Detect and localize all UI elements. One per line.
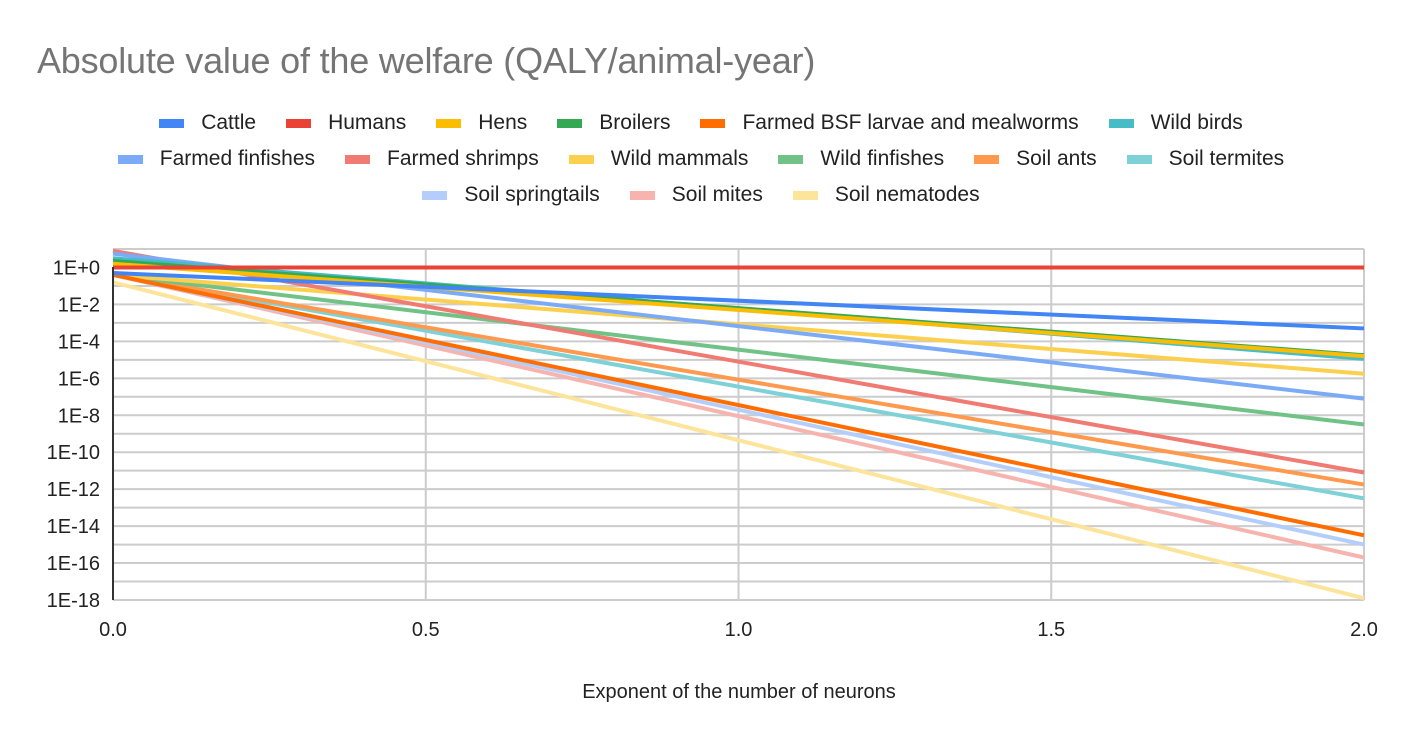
legend-item[interactable]: Humans <box>286 111 406 135</box>
y-tick-label: 1E-10 <box>47 442 100 464</box>
chart-title: Absolute value of the welfare (QALY/anim… <box>37 40 816 81</box>
legend-swatch-icon <box>568 154 594 164</box>
y-tick-label: 1E-6 <box>58 368 100 390</box>
legend-item[interactable]: Broilers <box>557 111 670 135</box>
legend-swatch-icon <box>422 190 448 200</box>
legend-swatch-icon <box>629 190 655 200</box>
y-tick-label: 1E+0 <box>53 257 100 279</box>
x-tick-label: 2.0 <box>1350 619 1378 641</box>
y-tick-label: 1E-14 <box>47 516 100 538</box>
legend-row: Cattle Humans Hens Broilers Farmed BSF larva… <box>0 111 1402 135</box>
legend-row: Soil springtails Soil mites Soil nematodes <box>0 183 1402 207</box>
legend-label: Soil nematodes <box>834 183 980 206</box>
series-line-farmed-bsf-larvae-and-mealworms <box>112 272 1365 538</box>
series-line-wild-finfishes <box>112 272 1365 427</box>
y-tick-label: 1E-16 <box>47 553 100 575</box>
series-lines <box>112 248 1365 601</box>
legend-label: Cattle <box>201 111 257 134</box>
legend-item[interactable]: Soil nematodes <box>792 183 980 207</box>
legend-item[interactable]: Farmed BSF larvae and mealworms <box>700 111 1079 135</box>
legend-label: Farmed finfishes <box>159 147 316 170</box>
legend-swatch-icon <box>792 190 818 200</box>
legend-item[interactable]: Hens <box>436 111 527 135</box>
legend-label: Broilers <box>599 111 671 134</box>
legend-item[interactable]: Wild birds <box>1108 111 1243 135</box>
legend-label: Farmed BSF larvae and mealworms <box>742 111 1079 134</box>
y-tick-label: 1E-4 <box>58 331 100 353</box>
legend-label: Wild birds <box>1150 111 1243 134</box>
legend-swatch-icon <box>557 118 583 128</box>
legend-row: Farmed finfishes Farmed shrimps Wild mamma… <box>0 147 1402 171</box>
series-line-cattle <box>112 271 1365 331</box>
legend-item[interactable]: Soil termites <box>1126 147 1285 171</box>
series-line-soil-nematodes <box>112 280 1365 601</box>
legend-item[interactable]: Wild finfishes <box>778 147 944 171</box>
series-line-hens <box>112 261 1365 359</box>
y-tick-label: 1E-12 <box>47 479 100 501</box>
legend-label: Wild mammals <box>610 147 749 170</box>
legend-item[interactable]: Wild mammals <box>568 147 749 171</box>
legend-swatch-icon <box>286 118 312 128</box>
legend-item[interactable]: Soil springtails <box>422 183 600 207</box>
series-line-soil-ants <box>112 272 1365 487</box>
x-tick-label: 1.0 <box>725 619 753 641</box>
legend-swatch-icon <box>778 154 804 164</box>
legend-item[interactable]: Soil ants <box>974 147 1097 171</box>
legend-item[interactable]: Soil mites <box>629 183 763 207</box>
legend-swatch-icon <box>159 118 185 128</box>
legend-label: Hens <box>478 111 528 134</box>
legend-swatch-icon <box>1108 118 1134 128</box>
legend-item[interactable]: Farmed finfishes <box>117 147 316 171</box>
legend-swatch-icon <box>117 154 143 164</box>
legend-swatch-icon <box>436 118 462 128</box>
x-axis-ticks: 0.0 0.5 1.0 1.5 2.0 <box>99 619 1378 641</box>
legend-swatch-icon <box>700 118 726 128</box>
legend-swatch-icon <box>974 154 1000 164</box>
legend-label: Farmed shrimps <box>387 147 539 170</box>
legend-swatch-icon <box>1126 154 1152 164</box>
x-tick-label: 1.5 <box>1037 619 1065 641</box>
legend-label: Soil termites <box>1168 147 1285 170</box>
legend-item[interactable]: Farmed shrimps <box>345 147 539 171</box>
y-tick-label: 1E-18 <box>47 590 100 612</box>
y-axis-ticks: 1E+0 1E-2 1E-4 1E-6 1E-8 1E-10 1E-12 1E-14 1E-16… <box>47 257 100 612</box>
legend-label: Soil mites <box>671 183 763 206</box>
y-tick-label: 1E-8 <box>58 405 100 427</box>
legend-item[interactable]: Cattle <box>159 111 256 135</box>
x-axis-title: Exponent of the number of neurons <box>582 681 896 703</box>
x-tick-label: 0.0 <box>99 619 127 641</box>
series-line-soil-mites <box>112 272 1365 560</box>
y-tick-label: 1E-2 <box>58 294 100 316</box>
legend-label: Soil springtails <box>464 183 600 206</box>
x-tick-label: 0.5 <box>412 619 440 641</box>
legend-label: Humans <box>328 111 407 134</box>
legend-label: Wild finfishes <box>820 147 945 170</box>
legend-swatch-icon <box>345 154 371 164</box>
series-line-soil-termites <box>112 272 1365 501</box>
legend-label: Soil ants <box>1016 147 1097 170</box>
series-line-farmed-shrimps <box>112 248 1365 475</box>
